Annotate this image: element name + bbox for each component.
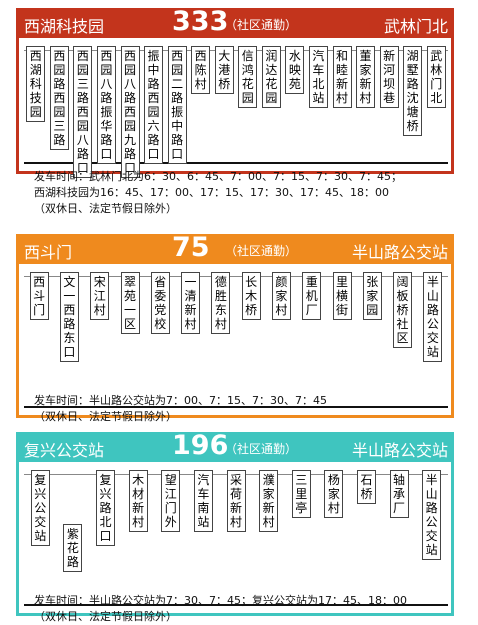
departure-text: 发车时间：武林门北为6：30、6：45、7：00、7：15、7：30、7：45；: [34, 170, 402, 183]
departure-text: 西湖科技园为16：45、17：00、17：15、17：30、17：45、18：0…: [34, 186, 389, 199]
stop-name: 张家园: [362, 272, 382, 320]
stop-name: 德胜东村: [211, 272, 231, 334]
stop-name: 木材新村: [128, 470, 148, 532]
departure-text: （双休日、法定节假日除外）: [34, 610, 177, 623]
stop-name: 润达花园: [261, 46, 281, 108]
departure-text: 发车时间：半山路公交站为7：00、7：15、7：30、7：45: [34, 394, 327, 407]
stop-name: 紫花路: [63, 524, 83, 572]
stop-name: 采荷新村: [226, 470, 246, 532]
route-start: 复兴公交站: [24, 441, 105, 460]
stop-name: 阔板桥社区: [393, 272, 413, 348]
stop-name: 半山路公交站: [423, 272, 443, 362]
stop-name: 濮家新村: [259, 470, 279, 532]
stop-name: 复兴公交站: [30, 470, 50, 546]
stop-name: 振中路西园六路口: [144, 46, 164, 164]
stop-name: 省委党校: [150, 272, 170, 334]
stop-name: 水映苑: [285, 46, 305, 94]
stop-name: 三里亭: [291, 470, 311, 518]
stop-name: 西湖科技园: [26, 46, 46, 122]
stop-name: 西园八路振华路口: [96, 46, 116, 164]
stop-name: 西园八路西园九路口: [120, 46, 140, 178]
route-start: 西湖科技园: [24, 17, 105, 36]
route-end: 半山路公交站: [351, 243, 448, 262]
stop-name: 董家新村: [356, 46, 376, 108]
stop-name: 和睦新村: [332, 46, 352, 108]
stop-name: 西园三路西园八路口: [73, 46, 93, 178]
stop-name: 轴承厂: [389, 470, 409, 518]
direction-line: [24, 276, 448, 277]
stop-name: 一清新村: [181, 272, 201, 334]
stop-name: 长木桥: [241, 272, 261, 320]
direction-line: [24, 406, 448, 408]
direction-line: [24, 162, 448, 164]
stop-name: 文一西路东口: [59, 272, 79, 362]
route-header: [16, 234, 454, 264]
stop-name: 新河坝巷: [379, 46, 399, 108]
route-tag: （社区通勤）: [225, 18, 298, 32]
stop-name: 半山路公交站: [422, 470, 442, 560]
stop-name: 西陈村: [191, 46, 211, 94]
stop-name: 杨家村: [324, 470, 344, 518]
stop-name: 西园路西园三路: [49, 46, 69, 150]
stop-name: 望江门外: [161, 470, 181, 532]
route-header: [16, 8, 454, 38]
stop-name: 复兴路北口: [96, 470, 116, 546]
departure-text: 发车时间：半山路公交站为7：30、7：45；复兴公交站为17：45、18：00: [34, 594, 407, 607]
stop-name: 西斗门: [29, 272, 49, 320]
stop-name: 重机厂: [302, 272, 322, 320]
stop-name: 信鸿花园: [238, 46, 258, 108]
stop-name: 宋江村: [90, 272, 110, 320]
stop-name: 里横街: [332, 272, 352, 320]
route-tag: （社区通勤）: [225, 442, 298, 456]
stop-name: 大港桥: [214, 46, 234, 94]
route-end: 武林门北: [383, 17, 448, 36]
stop-name: 汽车南站: [193, 470, 213, 532]
route-number: 75: [172, 232, 210, 263]
stop-name: 石桥: [356, 470, 376, 504]
route-tag: （社区通勤）: [225, 244, 298, 258]
direction-line: [24, 604, 448, 606]
stop-name: 武林门北: [426, 46, 446, 108]
route-end: 半山路公交站: [351, 441, 448, 460]
stop-name: 颜家村: [271, 272, 291, 320]
route-number: 196: [172, 430, 229, 461]
stop-name: 湖墅路沈塘桥: [403, 46, 423, 136]
route-start: 西斗门: [24, 243, 73, 262]
stop-name: 西园二路振中路口: [167, 46, 187, 164]
departure-text: （双休日、法定节假日除外）: [34, 410, 177, 423]
direction-line: [24, 50, 448, 51]
route-number: 333: [172, 6, 229, 37]
stop-name: 翠苑一区: [120, 272, 140, 334]
stop-name: 汽车北站: [308, 46, 328, 108]
route-header: [16, 432, 454, 462]
departure-text: （双休日、法定节假日除外）: [34, 202, 177, 215]
